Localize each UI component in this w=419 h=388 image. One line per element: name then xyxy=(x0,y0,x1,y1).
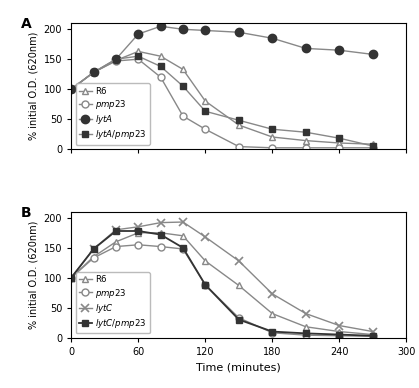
Text: B: B xyxy=(21,206,31,220)
Y-axis label: % initial O.D. (620nm): % initial O.D. (620nm) xyxy=(28,220,38,329)
X-axis label: Time (minutes): Time (minutes) xyxy=(197,362,281,372)
Y-axis label: % initial O.D. (620nm): % initial O.D. (620nm) xyxy=(28,32,38,140)
Text: A: A xyxy=(21,17,32,31)
Legend: R6, $pmp23$, $lytA$, $lytA/pmp23$: R6, $pmp23$, $lytA$, $lytA/pmp23$ xyxy=(75,83,150,145)
Legend: R6, $pmp23$, $lytC$, $lytC/pmp23$: R6, $pmp23$, $lytC$, $lytC/pmp23$ xyxy=(75,272,150,333)
